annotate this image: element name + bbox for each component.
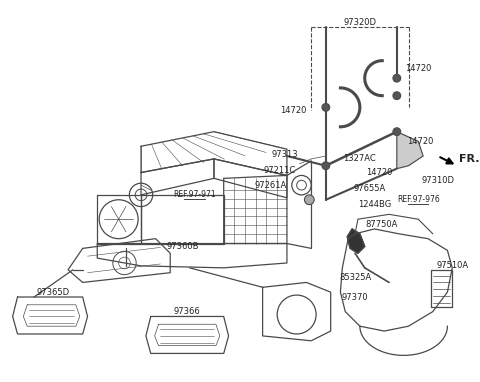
Text: 14720: 14720	[280, 106, 307, 115]
Circle shape	[393, 128, 401, 136]
Polygon shape	[397, 132, 423, 168]
Text: 97655A: 97655A	[353, 184, 386, 193]
Text: 97211C: 97211C	[264, 166, 296, 175]
Polygon shape	[347, 229, 365, 253]
Text: 97366: 97366	[173, 307, 200, 316]
Text: 97365D: 97365D	[37, 288, 70, 297]
Circle shape	[304, 195, 314, 205]
Text: 97360B: 97360B	[167, 242, 199, 251]
Circle shape	[393, 92, 401, 100]
Text: 97370: 97370	[342, 293, 368, 301]
Circle shape	[322, 104, 330, 111]
Text: 97313: 97313	[272, 149, 298, 159]
Text: REF.97-976: REF.97-976	[397, 195, 440, 204]
Circle shape	[322, 162, 330, 170]
Text: 85325A: 85325A	[339, 273, 371, 282]
Text: 14720: 14720	[366, 168, 393, 177]
Text: 1244BG: 1244BG	[358, 200, 391, 209]
Text: 14720: 14720	[405, 64, 432, 73]
Text: 97510A: 97510A	[436, 261, 468, 270]
Text: 97320D: 97320D	[343, 18, 376, 27]
Text: REF.97-971: REF.97-971	[173, 190, 216, 199]
Text: 97261A: 97261A	[254, 181, 287, 190]
Text: FR.: FR.	[459, 154, 480, 164]
Text: 1327AC: 1327AC	[344, 154, 376, 163]
Text: 87750A: 87750A	[365, 220, 397, 228]
Text: 97310D: 97310D	[421, 176, 454, 185]
Text: 14720: 14720	[407, 137, 433, 146]
Circle shape	[393, 74, 401, 82]
